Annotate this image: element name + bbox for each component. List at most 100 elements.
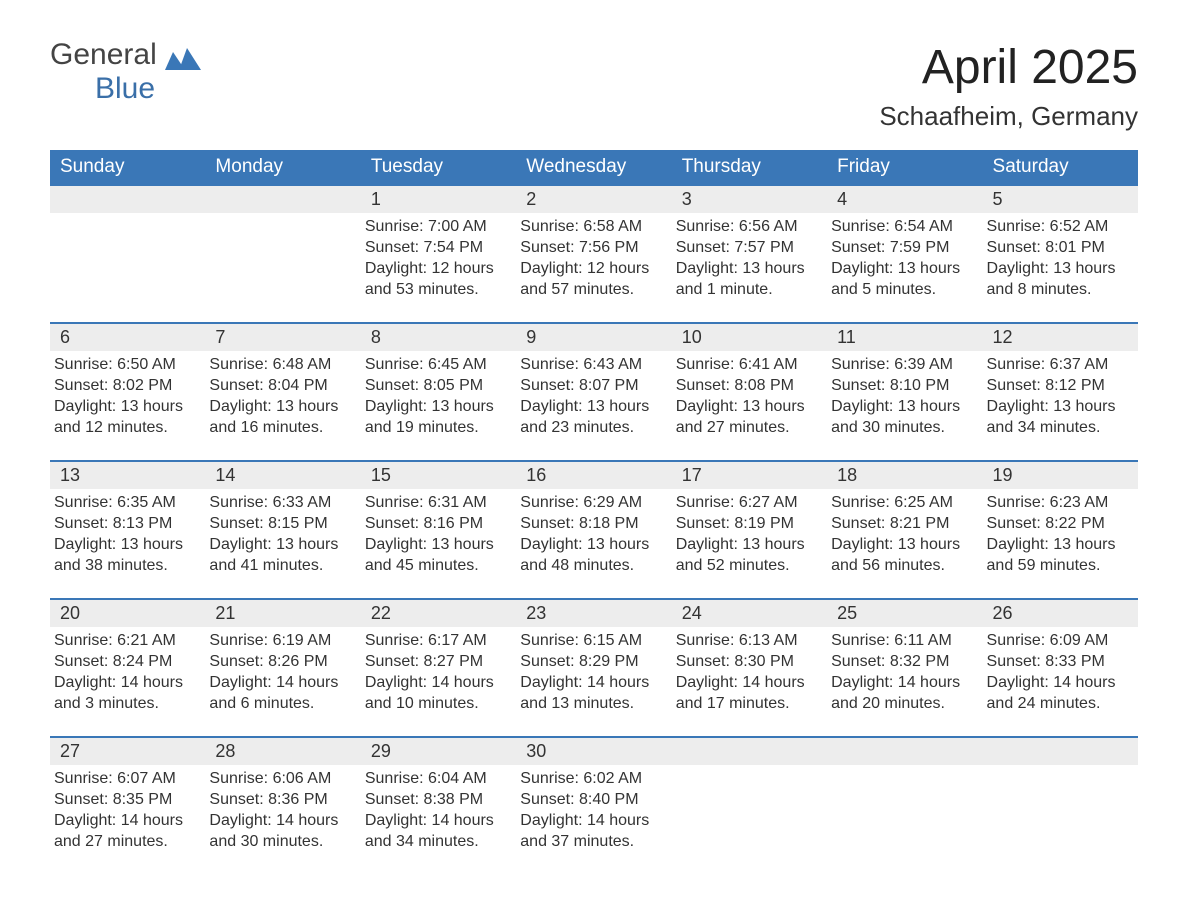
cell-body: Sunrise: 6:17 AMSunset: 8:27 PMDaylight:… xyxy=(361,627,516,718)
sunset-text: Sunset: 7:56 PM xyxy=(520,238,661,259)
calendar-cell: 18Sunrise: 6:25 AMSunset: 8:21 PMDayligh… xyxy=(827,462,982,582)
day-number: 7 xyxy=(205,324,360,351)
calendar-cell: 24Sunrise: 6:13 AMSunset: 8:30 PMDayligh… xyxy=(672,600,827,720)
day-number: 3 xyxy=(672,186,827,213)
week-row: 13Sunrise: 6:35 AMSunset: 8:13 PMDayligh… xyxy=(50,460,1138,582)
daylight-text: Daylight: 14 hours and 6 minutes. xyxy=(209,673,350,715)
calendar-cell xyxy=(672,738,827,858)
week-row: 6Sunrise: 6:50 AMSunset: 8:02 PMDaylight… xyxy=(50,322,1138,444)
daylight-text: Daylight: 13 hours and 16 minutes. xyxy=(209,397,350,439)
sunset-text: Sunset: 8:13 PM xyxy=(54,514,195,535)
day-header: Sunday xyxy=(50,150,205,184)
calendar-cell: 29Sunrise: 6:04 AMSunset: 8:38 PMDayligh… xyxy=(361,738,516,858)
daylight-text: Daylight: 13 hours and 41 minutes. xyxy=(209,535,350,577)
sunset-text: Sunset: 8:04 PM xyxy=(209,376,350,397)
calendar-cell: 12Sunrise: 6:37 AMSunset: 8:12 PMDayligh… xyxy=(983,324,1138,444)
sunrise-text: Sunrise: 6:17 AM xyxy=(365,631,506,652)
cell-body: Sunrise: 6:54 AMSunset: 7:59 PMDaylight:… xyxy=(827,213,982,304)
cell-body: Sunrise: 6:07 AMSunset: 8:35 PMDaylight:… xyxy=(50,765,205,856)
cell-body: Sunrise: 6:35 AMSunset: 8:13 PMDaylight:… xyxy=(50,489,205,580)
sunrise-text: Sunrise: 6:31 AM xyxy=(365,493,506,514)
day-number: 10 xyxy=(672,324,827,351)
day-number xyxy=(50,186,205,213)
daylight-text: Daylight: 14 hours and 30 minutes. xyxy=(209,811,350,853)
daylight-text: Daylight: 14 hours and 13 minutes. xyxy=(520,673,661,715)
cell-body: Sunrise: 6:29 AMSunset: 8:18 PMDaylight:… xyxy=(516,489,671,580)
calendar-cell: 16Sunrise: 6:29 AMSunset: 8:18 PMDayligh… xyxy=(516,462,671,582)
sunrise-text: Sunrise: 6:02 AM xyxy=(520,769,661,790)
day-number: 25 xyxy=(827,600,982,627)
logo-word-1: General xyxy=(50,40,157,70)
daylight-text: Daylight: 14 hours and 3 minutes. xyxy=(54,673,195,715)
cell-body xyxy=(827,765,982,773)
sunset-text: Sunset: 8:36 PM xyxy=(209,790,350,811)
daylight-text: Daylight: 13 hours and 52 minutes. xyxy=(676,535,817,577)
daylight-text: Daylight: 14 hours and 27 minutes. xyxy=(54,811,195,853)
sunrise-text: Sunrise: 6:19 AM xyxy=(209,631,350,652)
day-number: 5 xyxy=(983,186,1138,213)
day-number: 26 xyxy=(983,600,1138,627)
cell-body: Sunrise: 7:00 AMSunset: 7:54 PMDaylight:… xyxy=(361,213,516,304)
calendar-cell: 7Sunrise: 6:48 AMSunset: 8:04 PMDaylight… xyxy=(205,324,360,444)
sunrise-text: Sunrise: 6:04 AM xyxy=(365,769,506,790)
sunset-text: Sunset: 8:18 PM xyxy=(520,514,661,535)
calendar-cell: 22Sunrise: 6:17 AMSunset: 8:27 PMDayligh… xyxy=(361,600,516,720)
daylight-text: Daylight: 13 hours and 56 minutes. xyxy=(831,535,972,577)
sunrise-text: Sunrise: 6:27 AM xyxy=(676,493,817,514)
day-number: 13 xyxy=(50,462,205,489)
sunrise-text: Sunrise: 6:29 AM xyxy=(520,493,661,514)
day-header-row: SundayMondayTuesdayWednesdayThursdayFrid… xyxy=(50,150,1138,184)
daylight-text: Daylight: 13 hours and 30 minutes. xyxy=(831,397,972,439)
day-number: 22 xyxy=(361,600,516,627)
day-number: 1 xyxy=(361,186,516,213)
cell-body: Sunrise: 6:13 AMSunset: 8:30 PMDaylight:… xyxy=(672,627,827,718)
calendar-cell: 14Sunrise: 6:33 AMSunset: 8:15 PMDayligh… xyxy=(205,462,360,582)
calendar-cell: 15Sunrise: 6:31 AMSunset: 8:16 PMDayligh… xyxy=(361,462,516,582)
sunrise-text: Sunrise: 6:33 AM xyxy=(209,493,350,514)
cell-body: Sunrise: 6:39 AMSunset: 8:10 PMDaylight:… xyxy=(827,351,982,442)
sunrise-text: Sunrise: 6:45 AM xyxy=(365,355,506,376)
sunset-text: Sunset: 8:02 PM xyxy=(54,376,195,397)
sunset-text: Sunset: 8:19 PM xyxy=(676,514,817,535)
sunrise-text: Sunrise: 6:52 AM xyxy=(987,217,1128,238)
daylight-text: Daylight: 12 hours and 53 minutes. xyxy=(365,259,506,301)
calendar-cell: 1Sunrise: 7:00 AMSunset: 7:54 PMDaylight… xyxy=(361,186,516,306)
day-number: 21 xyxy=(205,600,360,627)
sunset-text: Sunset: 8:12 PM xyxy=(987,376,1128,397)
location-label: Schaafheim, Germany xyxy=(879,101,1138,132)
day-number: 14 xyxy=(205,462,360,489)
daylight-text: Daylight: 13 hours and 34 minutes. xyxy=(987,397,1128,439)
day-number: 15 xyxy=(361,462,516,489)
sunrise-text: Sunrise: 6:43 AM xyxy=(520,355,661,376)
calendar-cell xyxy=(827,738,982,858)
sunset-text: Sunset: 8:01 PM xyxy=(987,238,1128,259)
day-number xyxy=(205,186,360,213)
title-block: April 2025 Schaafheim, Germany xyxy=(879,40,1138,132)
calendar-cell: 25Sunrise: 6:11 AMSunset: 8:32 PMDayligh… xyxy=(827,600,982,720)
day-number: 12 xyxy=(983,324,1138,351)
sunrise-text: Sunrise: 6:35 AM xyxy=(54,493,195,514)
calendar-cell: 17Sunrise: 6:27 AMSunset: 8:19 PMDayligh… xyxy=(672,462,827,582)
cell-body xyxy=(672,765,827,773)
day-number: 18 xyxy=(827,462,982,489)
cell-body: Sunrise: 6:50 AMSunset: 8:02 PMDaylight:… xyxy=(50,351,205,442)
sunset-text: Sunset: 8:22 PM xyxy=(987,514,1128,535)
cell-body: Sunrise: 6:48 AMSunset: 8:04 PMDaylight:… xyxy=(205,351,360,442)
sunset-text: Sunset: 8:07 PM xyxy=(520,376,661,397)
day-number xyxy=(983,738,1138,765)
day-number: 19 xyxy=(983,462,1138,489)
daylight-text: Daylight: 14 hours and 37 minutes. xyxy=(520,811,661,853)
cell-body: Sunrise: 6:33 AMSunset: 8:15 PMDaylight:… xyxy=(205,489,360,580)
day-number: 24 xyxy=(672,600,827,627)
calendar-cell: 20Sunrise: 6:21 AMSunset: 8:24 PMDayligh… xyxy=(50,600,205,720)
sunset-text: Sunset: 8:33 PM xyxy=(987,652,1128,673)
cell-body: Sunrise: 6:11 AMSunset: 8:32 PMDaylight:… xyxy=(827,627,982,718)
calendar-cell: 26Sunrise: 6:09 AMSunset: 8:33 PMDayligh… xyxy=(983,600,1138,720)
daylight-text: Daylight: 13 hours and 12 minutes. xyxy=(54,397,195,439)
calendar-cell: 19Sunrise: 6:23 AMSunset: 8:22 PMDayligh… xyxy=(983,462,1138,582)
day-header: Friday xyxy=(827,150,982,184)
day-number: 16 xyxy=(516,462,671,489)
week-row: 27Sunrise: 6:07 AMSunset: 8:35 PMDayligh… xyxy=(50,736,1138,858)
sunrise-text: Sunrise: 6:11 AM xyxy=(831,631,972,652)
day-number xyxy=(827,738,982,765)
